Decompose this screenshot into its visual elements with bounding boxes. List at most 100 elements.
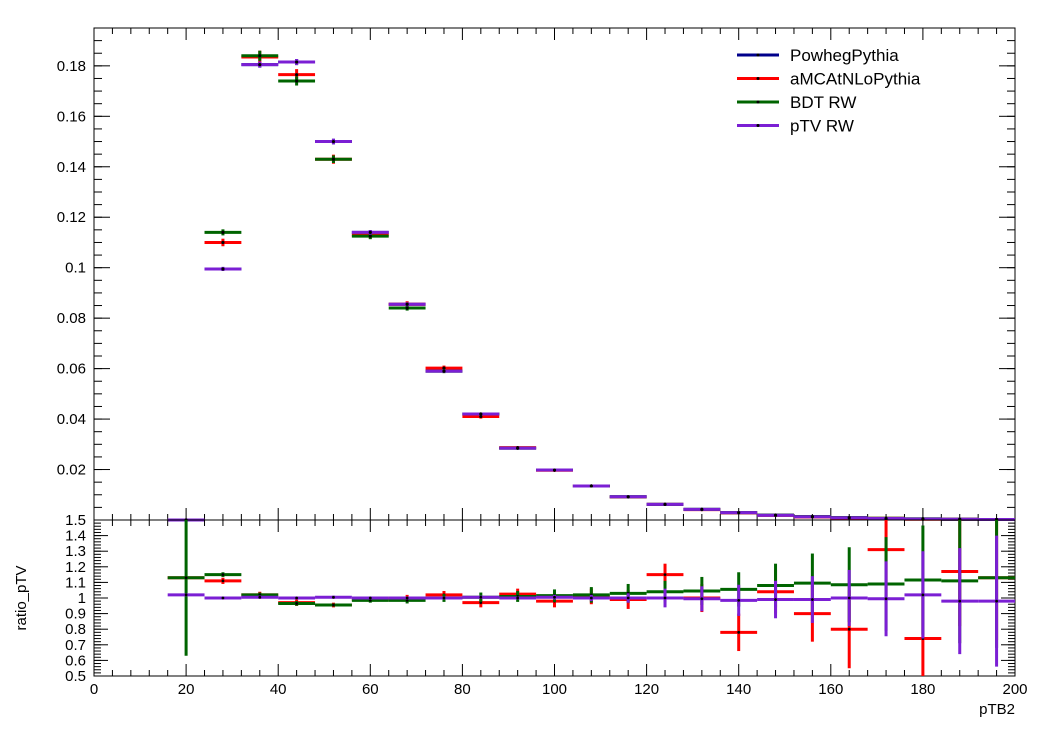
y-tick-label: 0.1 [65, 260, 86, 277]
data-point [663, 573, 667, 576]
data-point [626, 596, 630, 600]
legend-entry: PowhegPythia [737, 46, 899, 65]
data-point [258, 595, 262, 599]
y-tick-label: 0.06 [57, 361, 86, 378]
legend-label: PowhegPythia [790, 46, 899, 65]
data-point [552, 468, 557, 472]
x-axis-label: pTB2 [979, 701, 1015, 718]
y-tick-label: 1.4 [65, 528, 86, 545]
data-point [295, 602, 299, 605]
x-tick-label: 140 [726, 681, 751, 698]
x-tick-label: 100 [542, 681, 567, 698]
y-tick-label: 0.02 [57, 462, 86, 479]
data-point [847, 516, 851, 520]
data-point [221, 240, 225, 245]
legend-marker [756, 100, 760, 104]
legend-entry: BDT RW [737, 93, 856, 112]
data-point [221, 267, 225, 271]
data-point [442, 369, 446, 373]
data-point [405, 596, 409, 600]
y-tick-label: 1 [78, 590, 86, 607]
y-tick-label: 0.16 [57, 108, 86, 125]
series-ptv-rw [167, 535, 1015, 667]
data-point [995, 599, 998, 603]
data-point [258, 593, 262, 597]
data-point [258, 54, 262, 58]
y-tick-label: 0.6 [65, 652, 86, 669]
data-point [405, 302, 409, 306]
y-tick-label: 0.9 [65, 606, 86, 623]
data-point [332, 595, 335, 599]
legend-marker [756, 77, 760, 80]
data-point [332, 603, 335, 607]
y-tick-label: 1.1 [65, 574, 86, 591]
data-point [589, 484, 593, 488]
data-point [479, 601, 483, 605]
data-point [295, 79, 299, 83]
data-point [700, 507, 704, 512]
x-tick-label: 80 [454, 681, 471, 698]
data-point [479, 414, 483, 419]
legend-marker [756, 53, 760, 57]
data-point [368, 230, 372, 234]
data-point [184, 593, 188, 597]
data-point [479, 595, 483, 599]
data-point [479, 412, 483, 416]
data-point [516, 596, 520, 600]
y-tick-label: 0.04 [57, 411, 86, 428]
y-tick-label: 1.5 [65, 512, 86, 529]
y-tick-label: 0.18 [57, 58, 86, 75]
data-point [221, 573, 225, 576]
x-tick-label: 40 [270, 681, 287, 698]
data-point [847, 627, 851, 631]
data-point [368, 234, 372, 238]
data-point [884, 516, 888, 521]
legend-entry: pTV RW [737, 117, 854, 136]
data-point [221, 230, 225, 234]
x-tick-label: 60 [362, 681, 379, 698]
x-tick-label: 0 [90, 681, 98, 698]
data-point [553, 595, 556, 599]
y-tick-label: 0.08 [57, 310, 86, 327]
data-point [700, 597, 704, 601]
data-point [737, 511, 741, 515]
data-point [405, 598, 409, 602]
data-point [442, 366, 446, 370]
data-point [516, 446, 520, 450]
x-tick-label: 200 [1002, 681, 1027, 698]
data-point [663, 502, 667, 506]
ratio-y-axis-label: ratio_pTV [13, 565, 30, 630]
y-tick-label: 0.12 [57, 209, 86, 226]
legend-entry: aMCAtNLoPythia [737, 70, 921, 89]
data-point [847, 596, 851, 600]
data-point [331, 157, 336, 161]
data-point [184, 576, 188, 580]
data-point [221, 596, 225, 600]
series-ptv-rw [167, 59, 1015, 522]
data-point [884, 597, 888, 601]
data-point [221, 579, 225, 583]
x-tick-label: 20 [178, 681, 195, 698]
data-point [663, 596, 667, 600]
y-tick-label: 0.7 [65, 637, 86, 654]
ratio-panel: 0 20 40 60 80 100 120 140 160 180 200 0.50.60.70.80… [65, 512, 1027, 698]
data-point [737, 598, 741, 602]
x-tick-label: 160 [818, 681, 843, 698]
legend-label: pTV RW [790, 117, 854, 136]
legend-marker [756, 124, 760, 127]
data-point [368, 598, 372, 602]
y-tick-label: 0.8 [65, 621, 86, 638]
data-point [774, 598, 777, 601]
x-tick-label: 120 [634, 681, 659, 698]
legend-label: aMCAtNLoPythia [790, 70, 921, 89]
data-point [958, 599, 962, 603]
data-point [810, 598, 814, 601]
data-point [368, 596, 372, 600]
data-point [626, 495, 630, 499]
data-point [295, 596, 299, 600]
legend: PowhegPythia aMCAtNLoPythia BDT RW pTV RW [737, 46, 921, 136]
data-point [331, 139, 336, 144]
data-point [295, 73, 299, 77]
